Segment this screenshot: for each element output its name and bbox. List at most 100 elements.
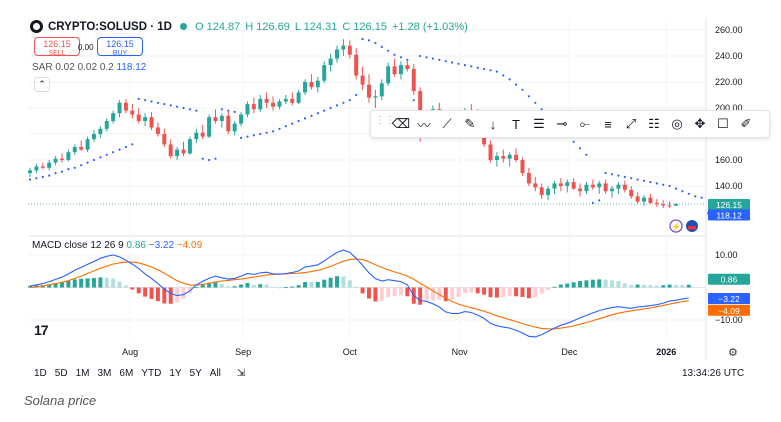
candle-body[interactable] xyxy=(309,82,314,88)
candle-body[interactable] xyxy=(277,101,282,107)
date-range-icon[interactable]: ⇲ xyxy=(236,368,246,379)
candle-body[interactable] xyxy=(136,114,141,122)
candle-body[interactable] xyxy=(603,183,608,192)
candle-body[interactable] xyxy=(405,65,410,69)
candle-body[interactable] xyxy=(367,84,371,98)
candle-body[interactable] xyxy=(28,170,32,173)
candle-body[interactable] xyxy=(488,144,493,160)
candle-body[interactable] xyxy=(546,188,551,196)
candle-body[interactable] xyxy=(47,162,52,168)
candle-body[interactable] xyxy=(149,117,154,128)
trend-line-icon[interactable]: ⟋ xyxy=(442,116,452,131)
utc-clock[interactable]: 13:34:26 UTC xyxy=(682,368,745,379)
candle-body[interactable] xyxy=(271,102,276,107)
timeframe-6m[interactable]: 6M xyxy=(119,368,134,379)
candle-body[interactable] xyxy=(335,49,339,59)
candle-body[interactable] xyxy=(629,189,634,197)
price-axis[interactable]: 260.00240.00220.00200.00180.00160.00140.… xyxy=(715,25,743,191)
candle-body[interactable] xyxy=(66,152,71,160)
macd-legend[interactable]: MACD close 12 26 9 0.86 −3.22 −4.09 xyxy=(32,240,202,251)
timeframe-1d[interactable]: 1D xyxy=(34,368,47,379)
candle-body[interactable] xyxy=(239,114,244,124)
candle-body[interactable] xyxy=(79,147,84,150)
time-axis[interactable]: Aug Sep Oct Nov Dec 2026 xyxy=(122,347,676,357)
text-icon[interactable]: T xyxy=(512,116,520,132)
candle-body[interactable] xyxy=(347,45,352,55)
candle-body[interactable] xyxy=(72,147,77,153)
candle-body[interactable] xyxy=(283,98,288,102)
buy-button[interactable]: 126.15 BUY xyxy=(97,37,143,57)
note-icon[interactable]: ☐ xyxy=(717,116,729,131)
candle-body[interactable] xyxy=(373,96,378,98)
candle-body[interactable] xyxy=(175,149,180,157)
candle-body[interactable] xyxy=(155,127,160,135)
candle-body[interactable] xyxy=(526,173,531,184)
drawing-toolbar[interactable]: ⋮⋮ ⌫ 〰 ⟋ ✎ ↓ T ☰ ⊸ ⟜ ≡ ⤢ ☷ ◎ ✥ ☐ ✐ xyxy=(370,110,770,138)
candle-body[interactable] xyxy=(85,139,90,150)
sell-button[interactable]: 126.15 SELL xyxy=(34,37,80,57)
timeframe-5d[interactable]: 5D xyxy=(54,368,68,379)
brush-icon[interactable]: ✎ xyxy=(464,116,476,131)
target-icon[interactable]: ◎ xyxy=(671,116,683,131)
candle-body[interactable] xyxy=(654,202,659,205)
candle-body[interactable] xyxy=(674,204,678,206)
candle-body[interactable] xyxy=(578,188,583,192)
timeframe-all[interactable]: All xyxy=(209,368,221,379)
candle-body[interactable] xyxy=(558,183,563,186)
event-icons[interactable]: ⚡ xyxy=(669,219,698,233)
fib-icon[interactable]: ☰ xyxy=(533,116,545,131)
candle-body[interactable] xyxy=(341,45,346,50)
candle-body[interactable] xyxy=(597,183,602,188)
candle-body[interactable] xyxy=(533,183,538,188)
candle-body[interactable] xyxy=(53,158,58,163)
collapse-legend-button[interactable]: ⌃ xyxy=(34,77,50,92)
candle-body[interactable] xyxy=(111,113,116,121)
candle-body[interactable] xyxy=(507,154,512,159)
symbol-title[interactable]: CRYPTO:SOLUSD · 1D xyxy=(48,20,172,33)
candle-body[interactable] xyxy=(296,92,301,103)
candle-body[interactable] xyxy=(168,144,173,157)
pencil-icon[interactable]: ✐ xyxy=(740,116,752,131)
candle-body[interactable] xyxy=(315,80,320,88)
candle-body[interactable] xyxy=(143,117,148,121)
cross-icon[interactable]: ✥ xyxy=(694,116,706,131)
candle-body[interactable] xyxy=(59,158,64,160)
timeframe-1y[interactable]: 1Y xyxy=(169,368,182,379)
settings-gear-icon[interactable]: ⚙ xyxy=(728,347,738,359)
candle-body[interactable] xyxy=(303,82,308,93)
zigzag-icon[interactable]: 〰 xyxy=(417,117,431,133)
candle-body[interactable] xyxy=(200,132,205,137)
timeframe-5y[interactable]: 5Y xyxy=(189,368,202,379)
candle-body[interactable] xyxy=(667,205,672,207)
timeframe-1m[interactable]: 1M xyxy=(75,368,90,379)
candle-body[interactable] xyxy=(514,154,519,160)
candle-body[interactable] xyxy=(162,134,167,145)
candle-body[interactable] xyxy=(520,160,525,173)
candle-body[interactable] xyxy=(642,197,647,202)
candle-body[interactable] xyxy=(219,115,224,121)
candle-body[interactable] xyxy=(386,66,391,84)
ruler-icon[interactable]: ☷ xyxy=(648,116,660,131)
candle-body[interactable] xyxy=(40,166,45,168)
candle-body[interactable] xyxy=(590,184,595,188)
parallel-channel-icon[interactable]: ≡ xyxy=(604,116,612,132)
candle-body[interactable] xyxy=(98,128,103,134)
candle-body[interactable] xyxy=(571,182,576,189)
candle-body[interactable] xyxy=(418,91,423,128)
candle-body[interactable] xyxy=(354,54,359,76)
candle-body[interactable] xyxy=(181,149,186,154)
candle-body[interactable] xyxy=(322,65,327,81)
candle-body[interactable] xyxy=(213,117,218,121)
candle-body[interactable] xyxy=(398,65,403,75)
cursor-icon[interactable]: ↓ xyxy=(489,116,497,132)
candle-body[interactable] xyxy=(104,121,109,129)
drag-handle-icon[interactable]: ⋮⋮ xyxy=(375,115,395,126)
horizontal-line-icon[interactable]: ⟜ xyxy=(579,116,591,131)
candle-body[interactable] xyxy=(194,132,199,140)
candle-body[interactable] xyxy=(379,83,384,97)
candle-body[interactable] xyxy=(648,197,653,203)
candle-body[interactable] xyxy=(360,75,365,85)
candle-body[interactable] xyxy=(251,104,256,110)
candle-body[interactable] xyxy=(616,184,621,189)
eraser-icon[interactable]: ⌫ xyxy=(391,116,411,131)
